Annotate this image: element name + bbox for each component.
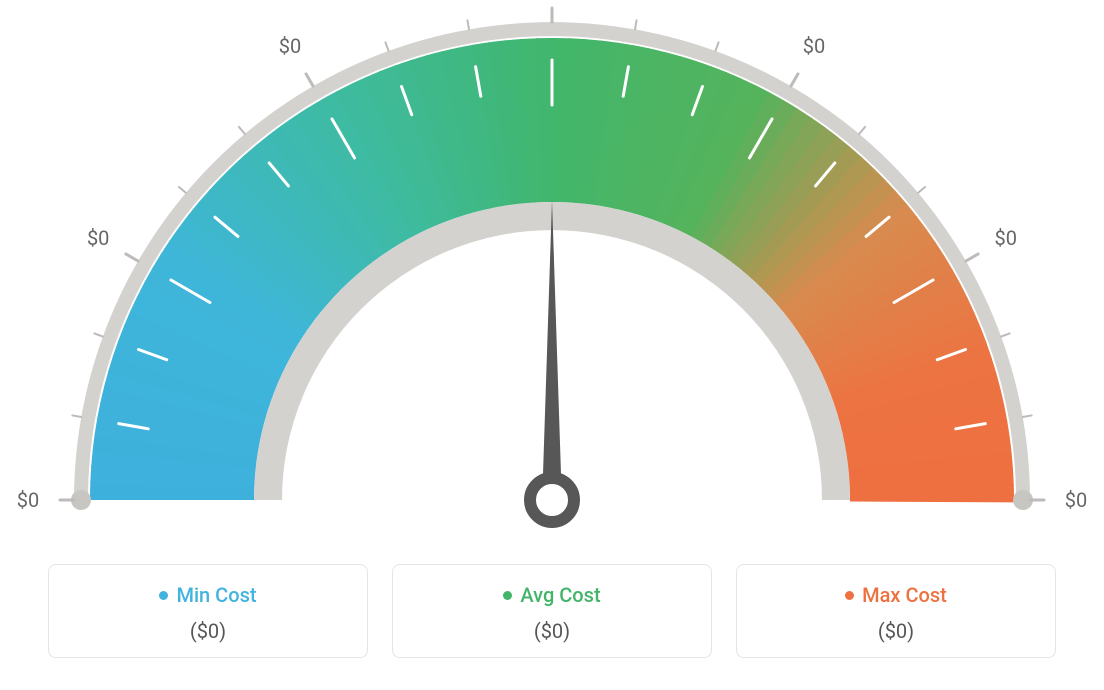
legend-value-max: ($0)	[737, 619, 1055, 643]
legend-title-max: Max Cost	[845, 583, 947, 607]
gauge-svg	[0, 0, 1104, 540]
legend-dot-max	[845, 591, 854, 600]
legend-card-min: Min Cost ($0)	[48, 564, 368, 658]
legend-card-avg: Avg Cost ($0)	[392, 564, 712, 658]
gauge-tick-label: $0	[1065, 488, 1087, 512]
gauge-tick-label: $0	[17, 488, 39, 512]
legend-dot-avg	[503, 591, 512, 600]
legend-label-max: Max Cost	[862, 583, 947, 607]
legend-title-min: Min Cost	[159, 583, 256, 607]
gauge-tick-label: $0	[279, 34, 301, 58]
gauge-tick-label: $0	[87, 226, 109, 250]
legend-row: Min Cost ($0) Avg Cost ($0) Max Cost ($0…	[0, 564, 1104, 658]
legend-value-avg: ($0)	[393, 619, 711, 643]
legend-value-min: ($0)	[49, 619, 367, 643]
legend-label-min: Min Cost	[176, 583, 256, 607]
gauge-tick-label: $0	[803, 34, 825, 58]
legend-card-max: Max Cost ($0)	[736, 564, 1056, 658]
legend-title-avg: Avg Cost	[503, 583, 600, 607]
legend-label-avg: Avg Cost	[520, 583, 600, 607]
gauge-chart: $0$0$0$0$0$0$0	[0, 0, 1104, 540]
gauge-tick-label: $0	[995, 226, 1017, 250]
legend-dot-min	[159, 591, 168, 600]
